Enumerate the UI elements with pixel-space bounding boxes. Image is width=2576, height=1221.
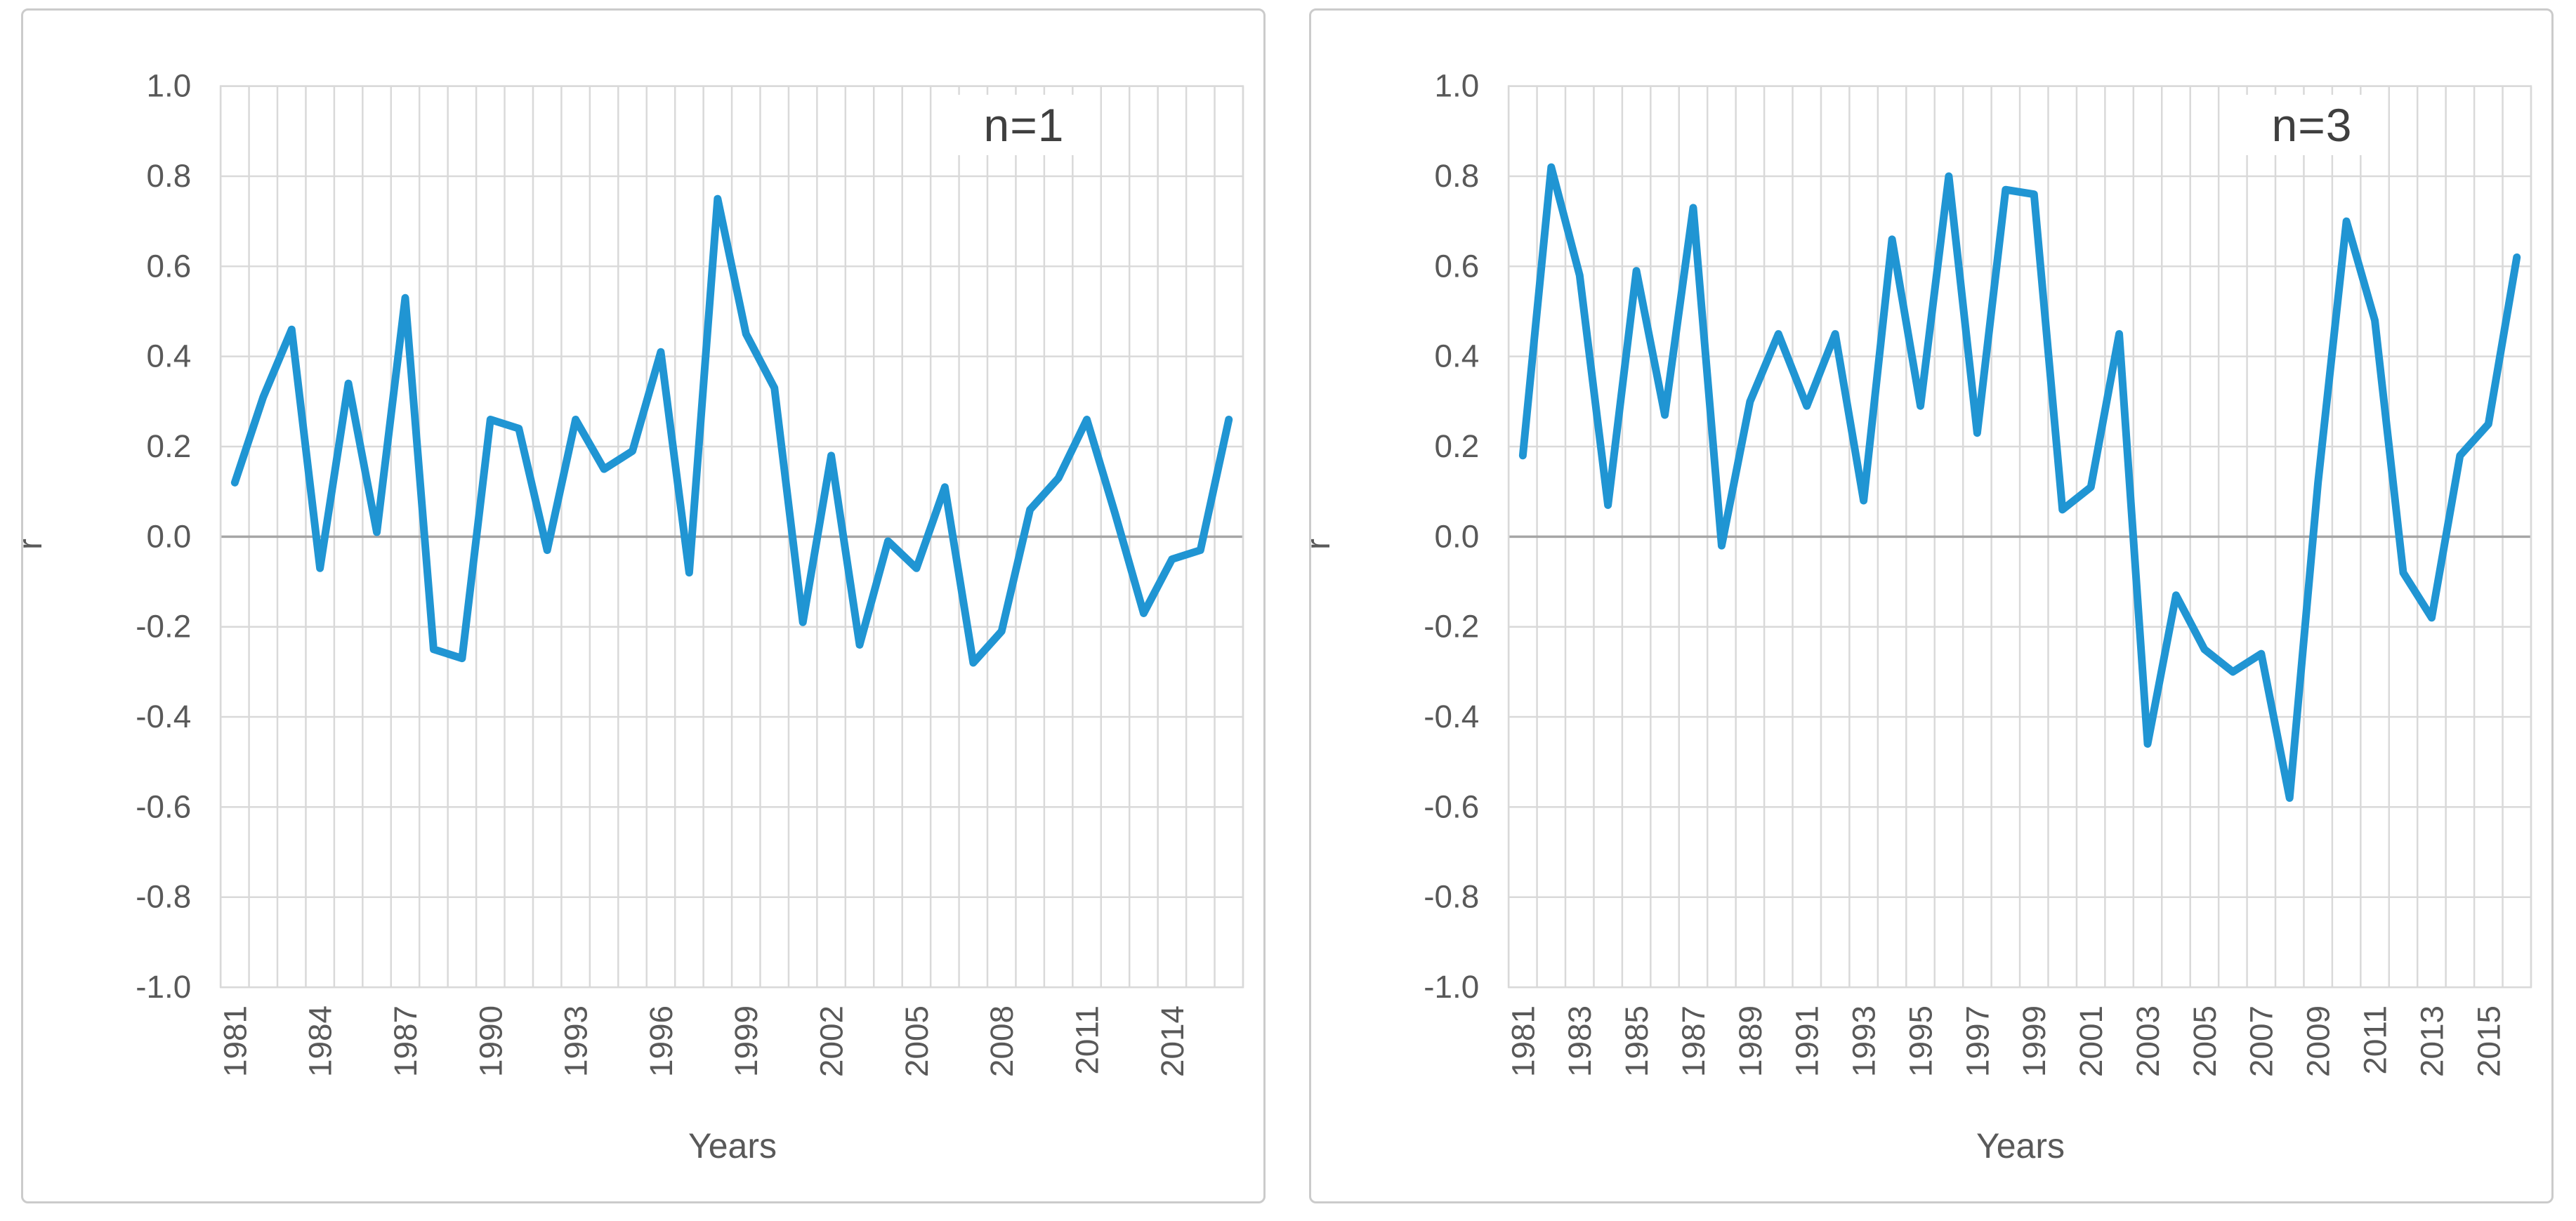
- y-tick-label: 0.8: [147, 158, 192, 194]
- chart-panel-n3: 1.0 0.8 0.6 0.4 0.2 0.0 -0.2 -0.4 -0.6 -0.8 -1.0 19…: [1300, 8, 2554, 1203]
- y-tick-label: 1.0: [1435, 68, 1480, 104]
- series-line: [1518, 163, 2521, 803]
- y-tick-label: -0.8: [1424, 879, 1479, 915]
- y-tick-label: 0.4: [1435, 338, 1480, 374]
- x-tick-label: 1996: [643, 1005, 679, 1077]
- series-annotation-n3: n=3: [2245, 95, 2379, 155]
- y-tick-label: 0.0: [147, 518, 192, 554]
- chart-plot-n3: 1.0 0.8 0.6 0.4 0.2 0.0 -0.2 -0.4 -0.6 -0.8 -1.0 19…: [1424, 68, 2532, 1077]
- y-axis-title: r: [1300, 539, 1337, 550]
- x-tick-label: 1990: [473, 1005, 508, 1077]
- x-tick-label: 1999: [2016, 1005, 2052, 1077]
- x-tick-label: 2002: [814, 1005, 850, 1077]
- x-tick-label: 2009: [2301, 1005, 2337, 1077]
- y-tick-label: -1.0: [136, 969, 191, 1005]
- series-line: [230, 194, 1233, 667]
- x-tick-label: 1984: [303, 1005, 339, 1077]
- y-axis-title: r: [12, 539, 49, 550]
- x-tick-label: 1999: [728, 1005, 764, 1077]
- x-tick-label: 2013: [2414, 1005, 2450, 1077]
- x-axis-title: Years: [688, 1126, 777, 1166]
- y-tick-label: 0.8: [1435, 158, 1480, 194]
- plot-border: [219, 85, 1244, 989]
- plot-border: [1507, 85, 2532, 989]
- x-tick-label: 1997: [1959, 1005, 1995, 1077]
- x-axis-title: Years: [1976, 1126, 2065, 1166]
- y-tick-label: 0.2: [147, 428, 192, 464]
- x-tick-label: 1985: [1619, 1005, 1655, 1077]
- x-tick-label: 2011: [2358, 1005, 2393, 1075]
- x-tick-label: 1995: [1903, 1005, 1938, 1077]
- x-tick-label: 2011: [1070, 1005, 1105, 1075]
- x-tick-label: 2005: [899, 1005, 935, 1077]
- x-tick-label: 1983: [1562, 1005, 1598, 1077]
- y-tick-label: -0.2: [1424, 609, 1479, 645]
- chart-plot-n1: 1.0 0.8 0.6 0.4 0.2 0.0 -0.2 -0.4 -0.6 -0.8 -1.0 19…: [136, 68, 1244, 1077]
- x-tick-label: 2015: [2471, 1005, 2506, 1077]
- x-tick-label: 1993: [1846, 1005, 1882, 1077]
- y-tick-label: -1.0: [1424, 969, 1479, 1005]
- series-annotation-n1: n=1: [957, 95, 1091, 155]
- y-tick-label: -0.2: [136, 609, 191, 645]
- x-tick-label: 2003: [2130, 1005, 2166, 1077]
- y-tick-label: 0.6: [1435, 248, 1480, 284]
- y-tick-label: -0.8: [136, 879, 191, 915]
- x-tick-label: 2005: [2187, 1005, 2223, 1077]
- x-tick-label: 1989: [1733, 1005, 1768, 1077]
- x-tick-label: 1981: [217, 1005, 253, 1077]
- x-tick-label: 1993: [558, 1005, 594, 1077]
- y-tick-label: -0.4: [1424, 699, 1479, 734]
- x-tick-label: 2014: [1155, 1005, 1190, 1077]
- y-tick-label: -0.6: [1424, 788, 1479, 824]
- y-tick-label: 0.6: [147, 248, 192, 284]
- y-tick-label: 1.0: [147, 68, 192, 104]
- x-tick-label: 1981: [1505, 1005, 1541, 1077]
- x-tick-label: 2001: [2073, 1005, 2109, 1077]
- y-tick-label: 0.4: [147, 338, 192, 374]
- x-tick-label: 2007: [2244, 1005, 2280, 1077]
- y-tick-label: -0.4: [136, 699, 191, 734]
- chart-panel-n1: 1.0 0.8 0.6 0.4 0.2 0.0 -0.2 -0.4 -0.6 -0.8 -1.0 19…: [12, 8, 1266, 1203]
- y-tick-label: 0.0: [1435, 518, 1480, 554]
- y-tick-label: -0.6: [136, 788, 191, 824]
- y-tick-label: 0.2: [1435, 428, 1480, 464]
- x-tick-label: 1987: [1676, 1005, 1711, 1077]
- x-tick-label: 1987: [388, 1005, 423, 1077]
- x-tick-label: 1991: [1789, 1005, 1825, 1077]
- x-tick-label: 2008: [984, 1005, 1020, 1077]
